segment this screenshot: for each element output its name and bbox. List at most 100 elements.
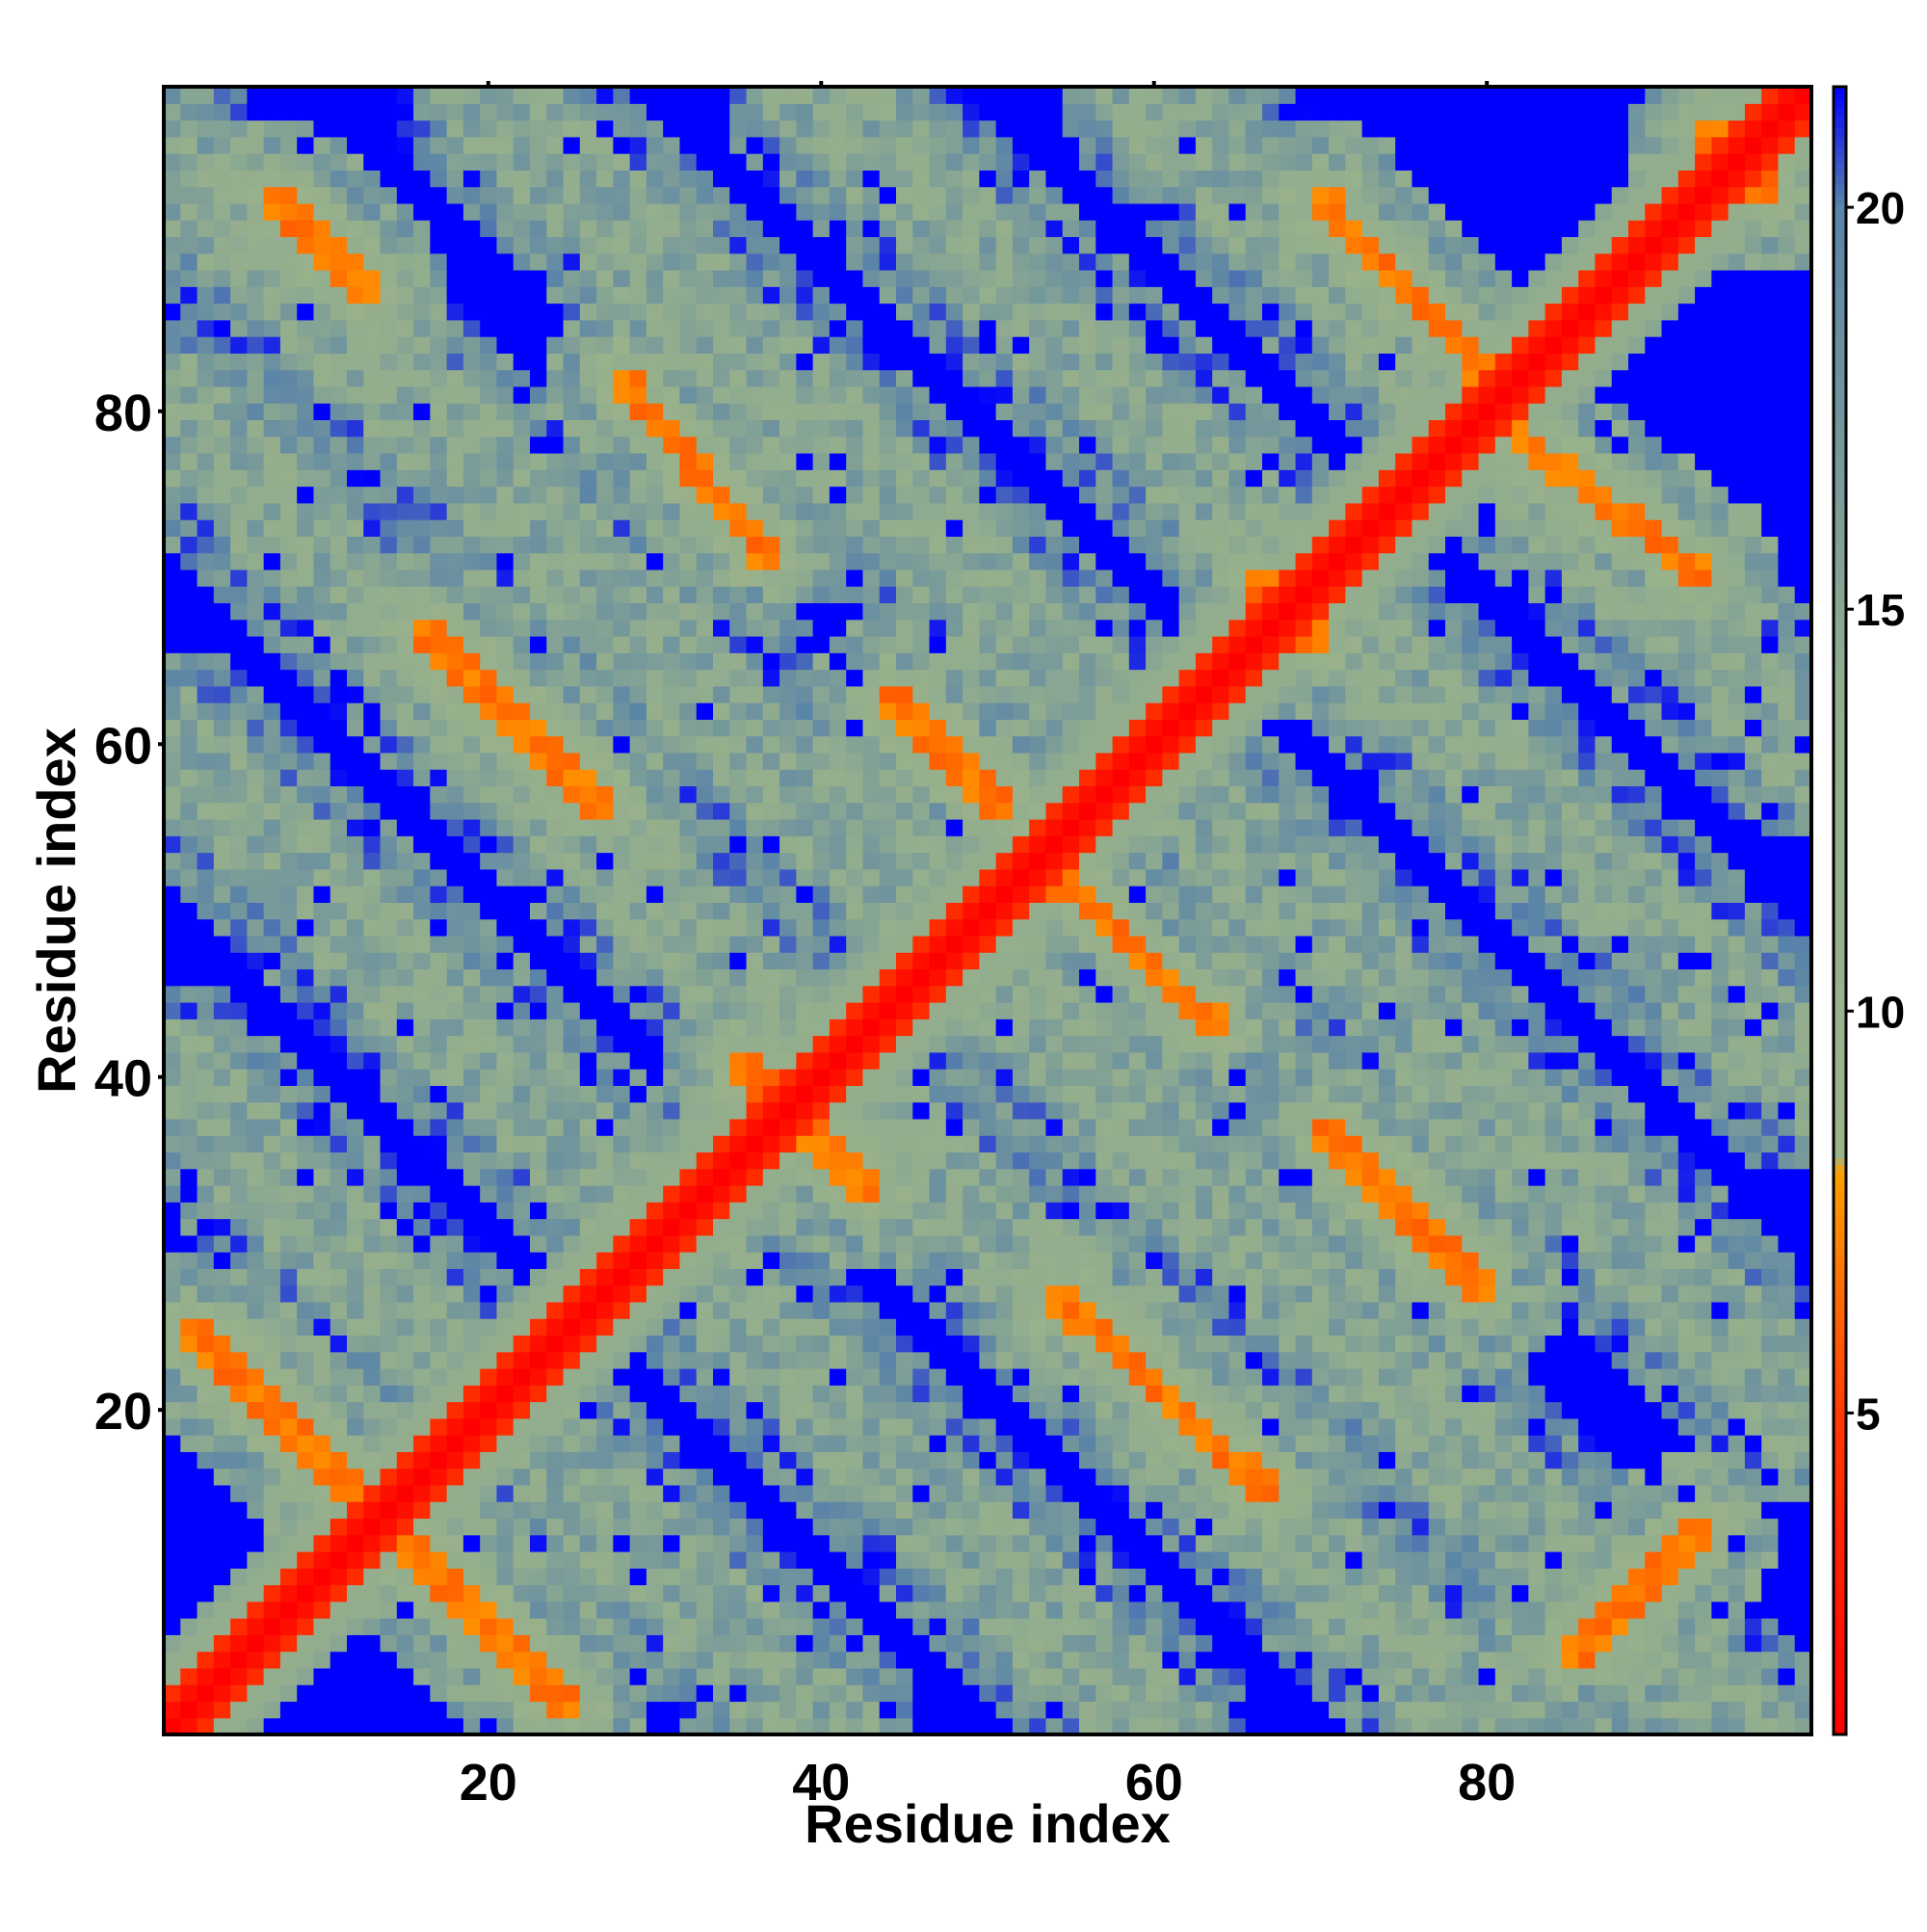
heatmap-cell	[762, 87, 780, 104]
heatmap-cell	[230, 103, 248, 121]
heatmap-cell	[646, 202, 664, 221]
heatmap-cell	[313, 87, 331, 104]
heatmap-cell	[679, 752, 698, 770]
heatmap-cell	[462, 1185, 481, 1203]
heatmap-cell	[629, 1318, 647, 1337]
heatmap-cell	[313, 1318, 331, 1337]
heatmap-cell	[180, 819, 198, 836]
heatmap-cell	[596, 369, 614, 387]
heatmap-cell	[729, 136, 748, 154]
heatmap-cell	[963, 385, 980, 404]
heatmap-cell	[480, 1268, 498, 1286]
heatmap-cell	[313, 1451, 331, 1469]
heatmap-cell	[979, 569, 997, 587]
heatmap-cell	[446, 1101, 464, 1120]
heatmap-cell	[779, 586, 797, 604]
heatmap-cell	[613, 619, 631, 637]
heatmap-cell	[629, 1284, 647, 1303]
heatmap-cell	[297, 652, 315, 671]
heatmap-cell	[879, 1118, 897, 1136]
heatmap-cell	[579, 918, 597, 937]
heatmap-cell	[629, 886, 647, 903]
heatmap-cell	[230, 1451, 248, 1469]
heatmap-cell	[230, 119, 248, 138]
heatmap-cell	[462, 769, 481, 787]
heatmap-cell	[679, 968, 698, 987]
heatmap-cell	[596, 868, 614, 887]
heatmap-cell	[413, 170, 431, 188]
heatmap-cell	[829, 87, 847, 104]
heatmap-cell	[380, 1019, 398, 1037]
heatmap-cell	[963, 552, 980, 570]
heatmap-cell	[579, 1451, 597, 1469]
heatmap-cell	[979, 536, 997, 554]
heatmap-cell	[530, 303, 547, 321]
heatmap-cell	[779, 619, 797, 637]
heatmap-cell	[247, 419, 265, 437]
heatmap-cell	[197, 1268, 215, 1286]
heatmap-cell	[963, 136, 980, 154]
heatmap-cell	[279, 353, 298, 371]
heatmap-cell	[263, 436, 281, 454]
heatmap-cell	[263, 236, 281, 254]
heatmap-cell	[829, 153, 847, 171]
heatmap-cell	[929, 1135, 947, 1153]
heatmap-cell	[347, 735, 364, 754]
heatmap-cell	[796, 1451, 814, 1469]
heatmap-cell	[729, 1584, 748, 1602]
heatmap-cell	[462, 270, 481, 287]
heatmap-cell	[363, 419, 382, 437]
heatmap-cell	[762, 1568, 780, 1586]
heatmap-cell	[613, 403, 631, 421]
heatmap-cell	[279, 1185, 298, 1203]
heatmap-cell	[563, 702, 581, 720]
heatmap-cell	[430, 1568, 448, 1586]
heatmap-cell	[546, 536, 565, 554]
heatmap-cell	[446, 303, 464, 321]
heatmap-cell	[330, 835, 348, 854]
heatmap-cell	[596, 1035, 614, 1053]
heatmap-cell	[164, 119, 181, 138]
heatmap-cell	[779, 1684, 797, 1703]
heatmap-cell	[263, 1601, 281, 1619]
heatmap-cell	[762, 303, 780, 321]
heatmap-cell	[846, 1351, 864, 1369]
heatmap-cell	[963, 469, 980, 488]
heatmap-cell	[829, 103, 847, 121]
heatmap-cell	[480, 1401, 498, 1419]
heatmap-cell	[746, 170, 764, 188]
heatmap-cell	[546, 1252, 565, 1269]
heatmap-cell	[713, 569, 730, 587]
heatmap-cell	[180, 453, 198, 470]
heatmap-cell	[696, 1634, 714, 1653]
heatmap-cell	[779, 469, 797, 488]
heatmap-cell	[313, 1368, 331, 1386]
heatmap-cell	[729, 1651, 748, 1669]
heatmap-cell	[530, 868, 547, 887]
heatmap-cell	[513, 1019, 531, 1037]
heatmap-cell	[613, 436, 631, 454]
heatmap-cell	[180, 1684, 198, 1703]
heatmap-cell	[762, 1351, 780, 1369]
heatmap-cell	[230, 952, 248, 970]
heatmap-cell	[879, 1351, 897, 1369]
heatmap-cell	[796, 1368, 814, 1386]
heatmap-cell	[862, 303, 881, 321]
heatmap-cell	[663, 1151, 681, 1170]
heatmap-cell	[230, 602, 248, 621]
heatmap-cell	[779, 1417, 797, 1436]
heatmap-cell	[779, 636, 797, 653]
heatmap-cell	[413, 1168, 431, 1186]
heatmap-cell	[846, 785, 864, 804]
heatmap-cell	[912, 602, 931, 621]
heatmap-cell	[513, 1484, 531, 1502]
heatmap-cell	[579, 1168, 597, 1186]
heatmap-cell	[230, 1335, 248, 1353]
heatmap-cell	[779, 1351, 797, 1369]
heatmap-cell	[979, 87, 997, 104]
heatmap-cell	[313, 1484, 331, 1502]
heatmap-cell	[896, 303, 913, 321]
heatmap-cell	[746, 385, 764, 404]
heatmap-cell	[396, 1601, 414, 1619]
heatmap-cell	[313, 202, 331, 221]
